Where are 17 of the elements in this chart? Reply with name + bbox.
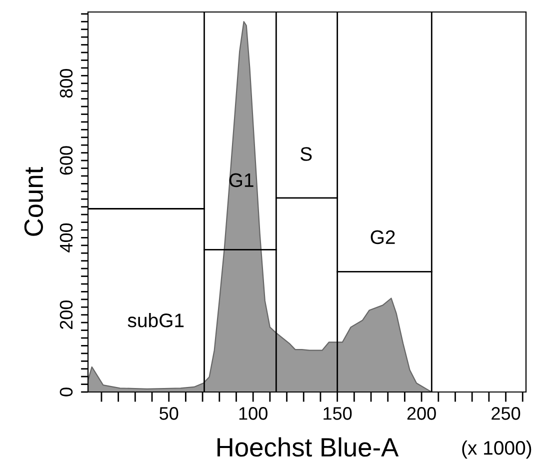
y-tick-label: 800 [60, 69, 73, 98]
annotation: G1 [229, 173, 254, 188]
y-tick-label: 400 [60, 223, 73, 252]
x-tick-label: 100 [239, 407, 268, 420]
text: (x 1000) [462, 440, 532, 459]
x-tick-label: 200 [407, 407, 436, 420]
annotation: S [300, 147, 312, 161]
x-tick-label: 50 [160, 407, 178, 420]
y-tick-label: 200 [60, 300, 73, 329]
y-tick-label: 0 [60, 388, 73, 396]
y-tick-label: 600 [60, 146, 73, 175]
x-tick-label: 250 [492, 407, 520, 420]
x-axis-title: Hoechst Blue-A [217, 437, 399, 457]
annotation: G2 [370, 230, 395, 244]
x-tick-label: 150 [324, 407, 352, 420]
y-axis-title: Count [24, 166, 44, 236]
annotation: subG1 [128, 313, 184, 328]
